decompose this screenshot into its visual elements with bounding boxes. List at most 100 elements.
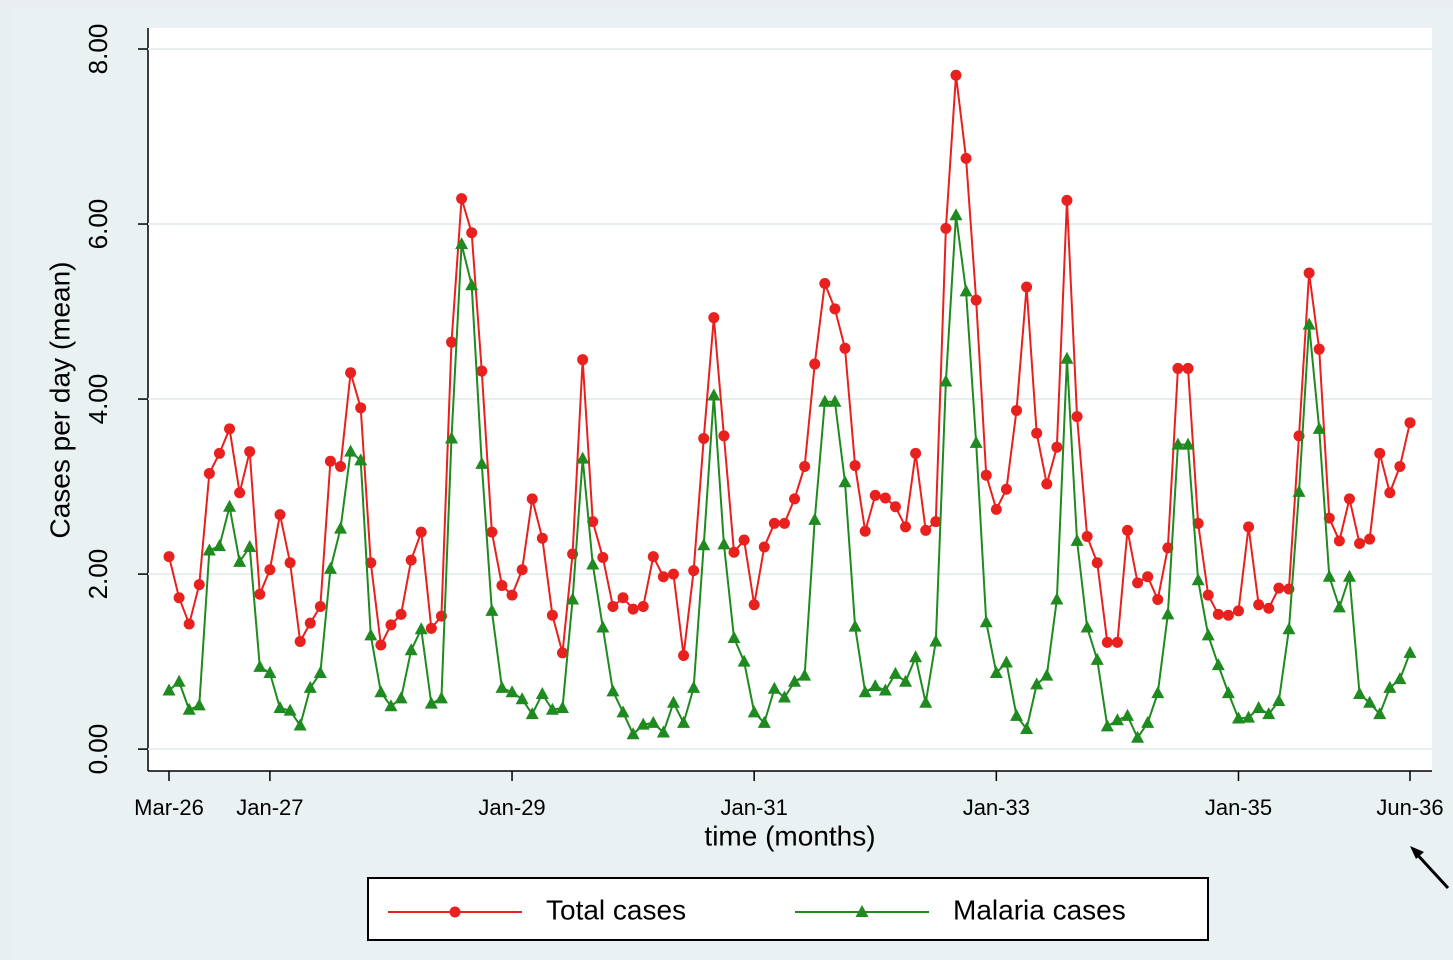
marker	[626, 727, 640, 740]
marker	[697, 538, 711, 551]
marker	[1313, 343, 1325, 355]
marker	[617, 592, 629, 604]
marker	[737, 654, 751, 667]
marker	[1263, 602, 1275, 614]
marker	[1091, 557, 1103, 569]
marker	[545, 702, 559, 715]
marker	[1364, 533, 1376, 545]
marker	[1231, 711, 1245, 724]
marker	[354, 453, 368, 466]
marker	[223, 499, 237, 512]
marker	[476, 365, 488, 377]
marker	[264, 564, 276, 576]
marker	[677, 715, 691, 728]
marker	[687, 680, 701, 693]
marker	[1131, 730, 1145, 743]
marker	[980, 469, 992, 481]
marker	[828, 394, 842, 407]
marker	[940, 222, 952, 234]
marker	[1201, 628, 1215, 641]
marker	[1050, 592, 1064, 605]
marker	[596, 620, 610, 633]
marker	[1101, 636, 1113, 648]
marker	[879, 492, 891, 504]
marker	[1191, 573, 1205, 586]
marker	[1021, 281, 1033, 293]
marker	[647, 551, 659, 563]
marker	[858, 685, 872, 698]
marker	[919, 695, 933, 708]
marker	[506, 589, 518, 601]
marker	[284, 557, 296, 569]
marker	[465, 278, 479, 291]
x-tick-label: Jan-31	[721, 795, 788, 820]
marker	[475, 456, 489, 469]
marker	[587, 516, 599, 528]
marker	[1302, 317, 1316, 330]
marker	[949, 208, 963, 221]
marker	[1081, 530, 1093, 542]
marker	[163, 551, 175, 563]
marker	[456, 193, 468, 205]
y-tick-label: 4.00	[83, 374, 113, 425]
marker	[1221, 686, 1235, 699]
marker	[1384, 487, 1396, 499]
marker	[1383, 680, 1397, 693]
marker	[1070, 533, 1084, 546]
marker	[899, 674, 913, 687]
marker	[718, 430, 730, 442]
arrow	[1412, 849, 1450, 890]
marker	[798, 668, 812, 681]
marker	[1061, 194, 1073, 206]
marker	[234, 487, 246, 499]
x-tick-label: Jan-29	[478, 795, 545, 820]
marker	[445, 431, 459, 444]
marker	[667, 568, 679, 580]
marker	[666, 695, 680, 708]
marker	[1342, 569, 1356, 582]
marker	[162, 683, 176, 696]
marker	[1010, 708, 1024, 721]
marker	[183, 618, 195, 630]
marker	[243, 539, 257, 552]
marker	[455, 237, 469, 250]
marker	[1031, 427, 1043, 439]
marker	[959, 284, 973, 297]
marker	[678, 649, 690, 661]
marker	[172, 674, 186, 687]
marker	[1394, 460, 1406, 472]
marker	[1403, 645, 1417, 658]
x-tick-label: Mar-26	[134, 795, 204, 820]
marker	[1171, 437, 1185, 450]
legend-marker	[855, 905, 869, 917]
marker	[1011, 404, 1023, 416]
marker	[324, 455, 336, 467]
x-tick-label: Jan-27	[236, 795, 303, 820]
marker	[1151, 686, 1165, 699]
marker	[757, 715, 771, 728]
legend-label: Malaria cases	[953, 894, 1126, 925]
marker	[385, 619, 397, 631]
marker	[1182, 362, 1194, 374]
marker	[224, 423, 236, 435]
marker	[799, 460, 811, 472]
marker	[789, 493, 801, 505]
marker	[989, 665, 1003, 678]
marker	[546, 609, 558, 621]
marker	[939, 374, 953, 387]
marker	[525, 707, 539, 720]
marker	[434, 691, 448, 704]
marker	[1132, 577, 1144, 589]
marker	[878, 683, 892, 696]
marker	[1232, 605, 1244, 617]
marker	[555, 700, 569, 713]
marker	[495, 680, 509, 693]
marker	[586, 557, 600, 570]
legend	[367, 877, 1209, 941]
marker	[888, 666, 902, 679]
marker	[1212, 608, 1224, 620]
marker	[273, 700, 287, 713]
marker	[516, 564, 528, 576]
marker	[182, 702, 196, 715]
marker	[969, 435, 983, 448]
